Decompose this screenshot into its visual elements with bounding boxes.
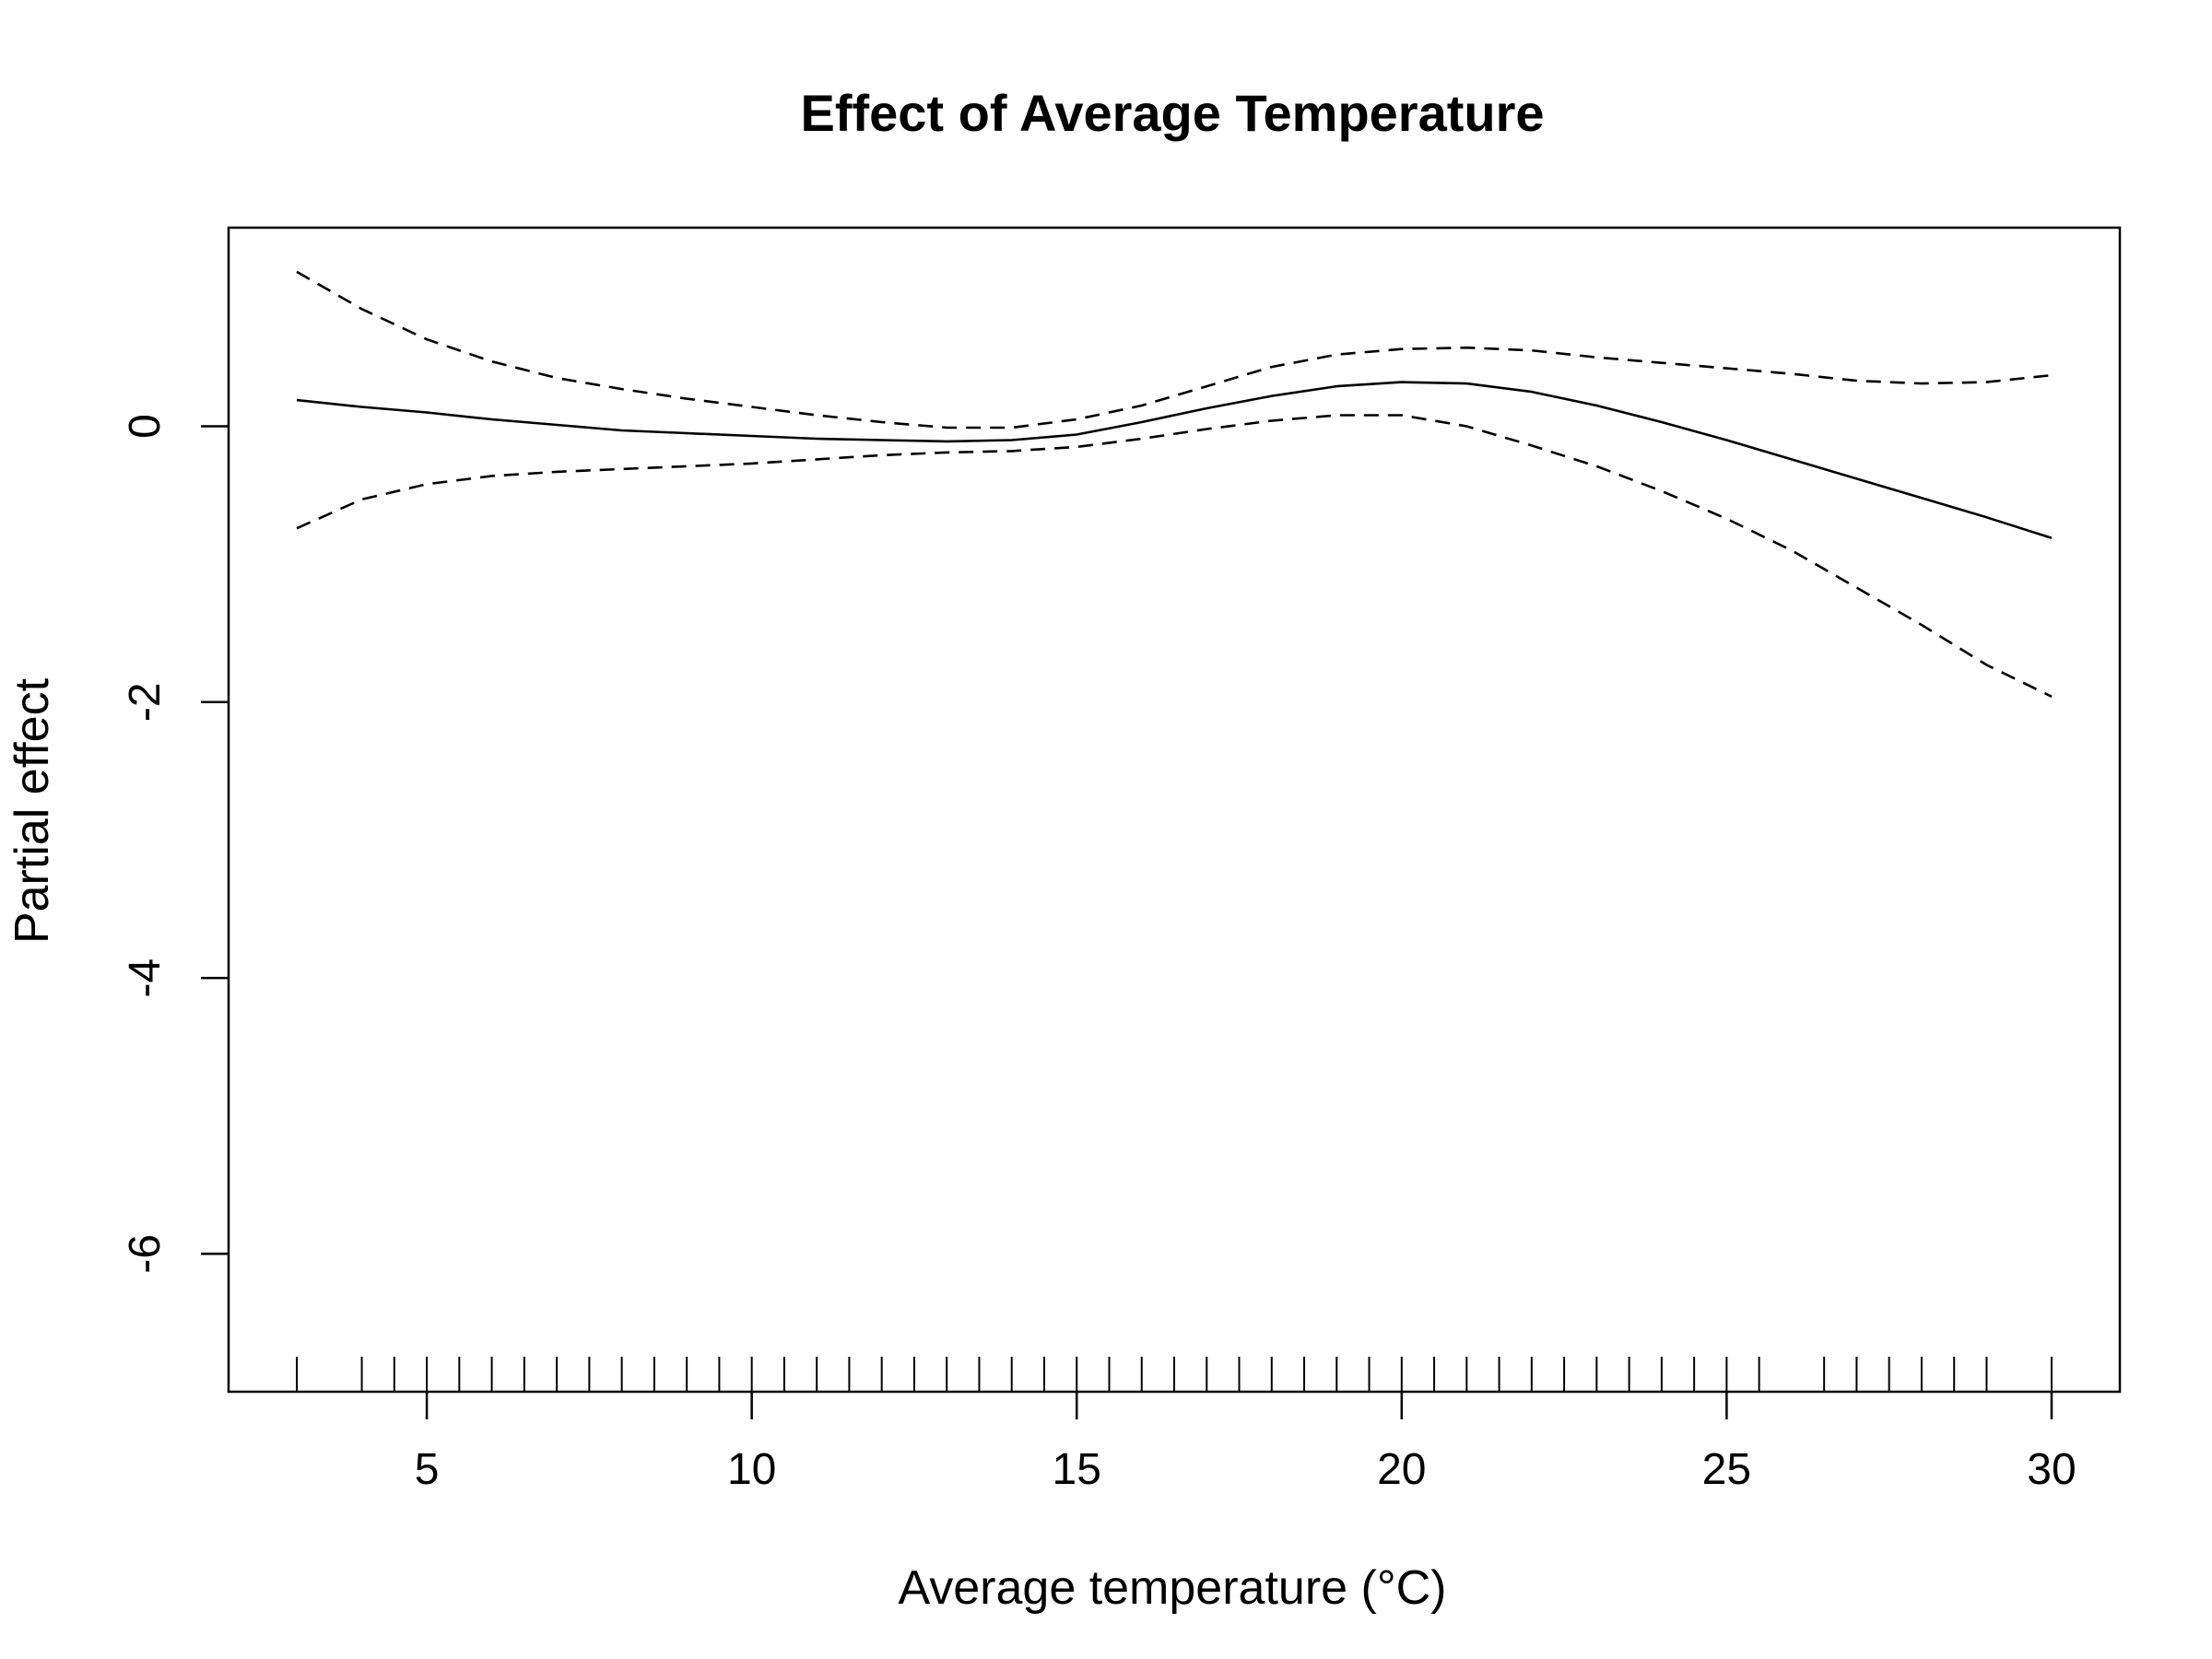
x-tick-label: 25 <box>1702 1445 1751 1494</box>
confidence-band-line-2 <box>296 414 2053 698</box>
y-axis-label: Partial effect <box>6 677 59 944</box>
x-tick-label: 10 <box>727 1445 776 1494</box>
fit-line-0 <box>296 381 2053 539</box>
rug-marks <box>296 1357 2053 1392</box>
y-tick-label: -2 <box>121 682 170 722</box>
x-tick-label: 15 <box>1053 1445 1101 1494</box>
y-axis: 0 -2 -4 -6 <box>121 414 229 1274</box>
y-tick-label: -4 <box>121 959 170 998</box>
x-axis: 5 10 15 20 25 30 <box>415 1392 2077 1494</box>
y-tick-label: 0 <box>121 414 170 439</box>
plot-frame <box>227 226 2122 1394</box>
y-tick-label: -6 <box>121 1234 170 1274</box>
chart-title: Effect of Average Temperature <box>800 84 1544 142</box>
series-lines <box>296 270 2053 698</box>
confidence-band-line-1 <box>296 270 2053 429</box>
x-tick-label: 30 <box>2027 1445 2076 1494</box>
x-tick-label: 5 <box>415 1445 440 1494</box>
x-axis-label: Average temperature (°C) <box>899 1561 1447 1615</box>
x-tick-label: 20 <box>1377 1445 1426 1494</box>
